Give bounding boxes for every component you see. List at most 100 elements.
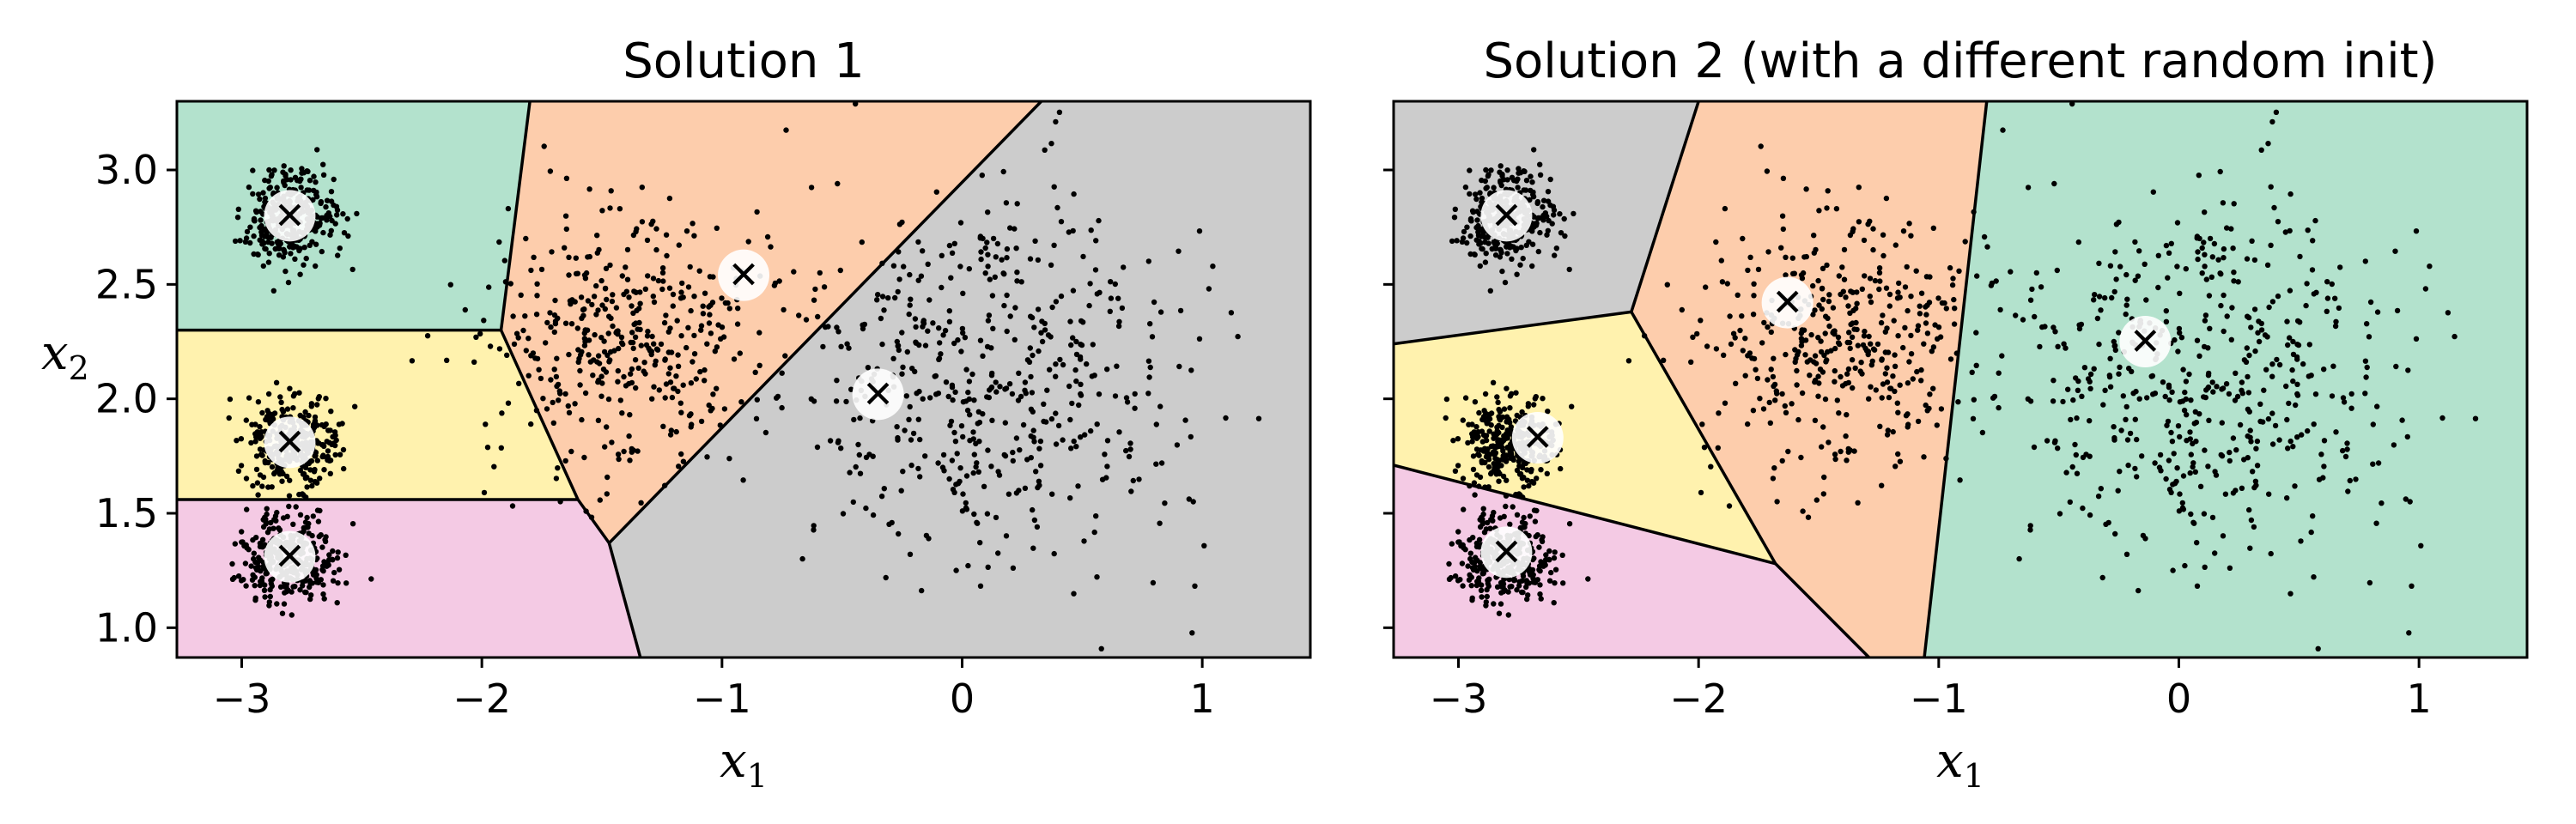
instance-point xyxy=(1007,313,1013,319)
instance-point xyxy=(1850,226,1856,232)
instance-point xyxy=(2193,439,2199,445)
instance-point xyxy=(1821,474,1827,481)
instance-point xyxy=(598,373,605,379)
instance-point xyxy=(1917,303,1923,309)
instance-point xyxy=(878,315,884,322)
instance-point xyxy=(1476,452,1482,458)
instance-point xyxy=(507,281,513,287)
instance-point xyxy=(946,318,953,324)
instance-point xyxy=(1487,288,1494,294)
instance-point xyxy=(1551,554,1558,561)
instance-point xyxy=(673,373,679,379)
instance-point xyxy=(243,542,249,548)
instance-point xyxy=(1088,427,1094,434)
instance-point xyxy=(2202,394,2208,401)
instance-point xyxy=(595,379,601,385)
instance-point xyxy=(2073,375,2079,381)
instance-point xyxy=(1486,428,1492,434)
instance-point xyxy=(680,294,686,300)
instance-point xyxy=(274,185,280,191)
instance-point xyxy=(1760,406,1767,412)
instance-point xyxy=(1915,327,1921,333)
instance-point xyxy=(899,219,905,226)
cluster-region-1 xyxy=(1631,101,1987,657)
instance-point xyxy=(1018,393,1024,400)
instance-point xyxy=(335,252,341,258)
instance-point xyxy=(671,385,677,391)
instance-point xyxy=(1549,221,1555,227)
instance-point xyxy=(907,271,913,278)
instance-point xyxy=(298,185,304,191)
instance-point xyxy=(1789,255,1795,261)
instance-point xyxy=(678,451,684,457)
instance-point xyxy=(779,404,785,411)
instance-point xyxy=(930,320,936,326)
instance-point xyxy=(2117,364,2123,370)
y-tick-label: 2.5 xyxy=(95,261,158,307)
instance-point xyxy=(2405,367,2411,373)
instance-point xyxy=(1482,178,1489,185)
instance-point xyxy=(962,335,969,341)
instance-point xyxy=(287,477,293,483)
instance-point xyxy=(573,255,579,261)
instance-point xyxy=(2391,442,2397,448)
instance-point xyxy=(498,445,504,451)
instance-point xyxy=(1473,472,1480,478)
instance-point xyxy=(704,341,710,347)
instance-point xyxy=(2306,342,2312,348)
instance-point xyxy=(2152,460,2158,466)
instance-point xyxy=(1162,500,1168,506)
instance-point xyxy=(2042,324,2048,330)
instance-point xyxy=(1546,556,1552,562)
centroid-cross-icon: ✕ xyxy=(862,373,894,416)
instance-point xyxy=(1470,466,1477,473)
instance-point xyxy=(965,562,971,569)
instance-point xyxy=(1480,432,1487,439)
instance-point xyxy=(2413,228,2420,234)
instance-point xyxy=(1007,225,1013,231)
instance-point xyxy=(714,225,720,231)
instance-point xyxy=(986,312,993,318)
instance-point xyxy=(633,385,639,391)
instance-point xyxy=(259,409,265,416)
instance-point xyxy=(1740,235,1746,242)
instance-point xyxy=(2217,168,2223,175)
instance-point xyxy=(1013,435,1020,441)
instance-point xyxy=(1481,530,1488,536)
instance-point xyxy=(2166,487,2173,493)
instance-point xyxy=(2181,407,2188,414)
instance-point xyxy=(328,198,335,204)
instance-point xyxy=(1815,393,1821,399)
instance-point xyxy=(2051,180,2057,187)
instance-point xyxy=(2098,486,2104,492)
instance-point xyxy=(918,273,925,279)
instance-point xyxy=(1832,456,1838,463)
instance-point xyxy=(1937,334,1944,340)
instance-point xyxy=(1492,464,1498,470)
instance-point xyxy=(2329,393,2336,399)
instance-point xyxy=(1530,480,1537,486)
instance-point xyxy=(627,457,633,464)
instance-point xyxy=(920,396,926,402)
instance-point xyxy=(509,503,516,509)
instance-point xyxy=(1009,391,1016,397)
instance-point xyxy=(2029,286,2035,293)
instance-point xyxy=(2201,239,2207,245)
instance-point xyxy=(952,439,959,445)
instance-point xyxy=(649,396,655,402)
instance-point xyxy=(1558,465,1564,472)
instance-point xyxy=(2315,645,2321,651)
instance-point xyxy=(2124,437,2131,443)
instance-point xyxy=(329,556,336,562)
instance-point xyxy=(1048,415,1055,422)
instance-point xyxy=(1836,273,1842,279)
instance-point xyxy=(516,380,522,386)
instance-point xyxy=(2054,267,2060,274)
instance-point xyxy=(691,351,698,357)
instance-point xyxy=(1514,271,1520,277)
instance-point xyxy=(320,161,326,167)
instance-point xyxy=(518,292,524,298)
instance-point xyxy=(1091,373,1097,379)
centroid-0: ✕ xyxy=(264,190,316,242)
instance-point xyxy=(1502,279,1509,286)
